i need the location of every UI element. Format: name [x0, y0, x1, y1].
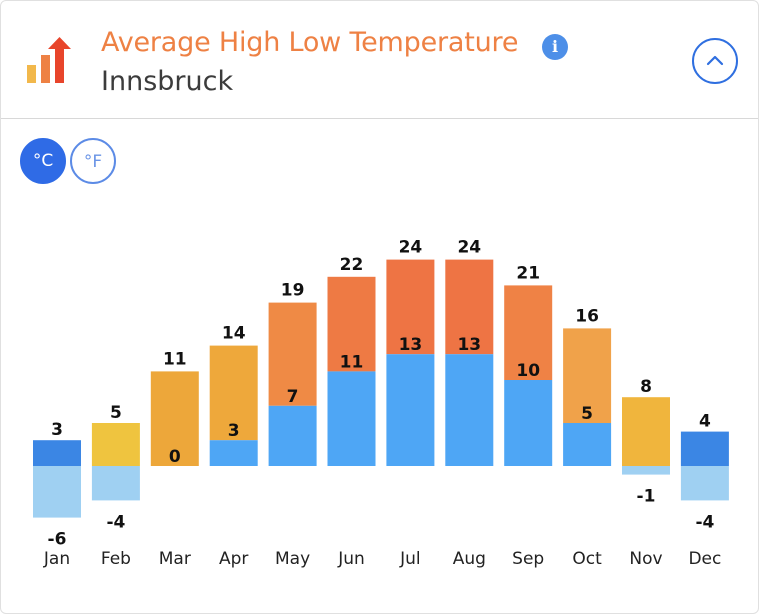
low-temp-label: 10 [516, 361, 540, 381]
month-label: Oct [572, 549, 602, 569]
high-temp-label: 24 [399, 238, 423, 258]
low-temp-bar [680, 466, 729, 501]
high-temp-label: 19 [281, 281, 305, 301]
high-temp-bar [150, 371, 199, 466]
bar-chart-arrow-icon [27, 37, 71, 83]
month-label: Jun [337, 549, 365, 569]
low-temp-label: 3 [228, 421, 240, 441]
low-temp-label: 5 [581, 404, 593, 424]
month-label: Jan [43, 549, 70, 569]
low-temp-label: -4 [106, 512, 125, 532]
low-temp-label: -1 [637, 487, 656, 507]
low-temp-bar [386, 354, 435, 466]
high-temp-bar [504, 285, 553, 380]
low-temp-bar [33, 466, 81, 518]
low-temp-label: -6 [48, 530, 67, 550]
low-temp-label: -4 [695, 512, 714, 532]
high-temp-bar [445, 259, 494, 355]
high-temp-label: 22 [340, 255, 364, 275]
city-name: Innsbruck [101, 66, 234, 97]
month-label: Aug [453, 549, 486, 569]
month-label: Apr [219, 549, 248, 569]
high-temp-bar [680, 431, 729, 466]
month-label: Jul [399, 549, 421, 569]
month-label: Nov [629, 549, 662, 569]
celsius-toggle[interactable]: °C [20, 138, 66, 184]
low-temp-bar [268, 405, 317, 466]
high-temp-label: 16 [575, 306, 599, 326]
high-temp-bar [91, 423, 140, 466]
high-temp-label: 24 [457, 238, 481, 258]
high-temp-label: 4 [699, 412, 711, 432]
high-temp-bar [386, 259, 435, 355]
low-temp-bar [563, 423, 612, 466]
high-temp-bar [268, 302, 317, 406]
page-title: Average High Low Temperature [101, 27, 519, 58]
month-label: May [275, 549, 310, 569]
high-temp-bar [563, 328, 612, 423]
high-temp-label: 8 [640, 377, 652, 397]
high-temp-bar [327, 276, 376, 372]
low-temp-label: 13 [457, 335, 481, 355]
collapse-button[interactable] [692, 38, 738, 84]
low-temp-bar [504, 380, 553, 466]
low-temp-bar [327, 371, 376, 466]
low-temp-label: 13 [399, 335, 423, 355]
month-label: Dec [688, 549, 721, 569]
high-temp-bar [622, 397, 670, 466]
low-temp-label: 0 [169, 447, 181, 467]
high-temp-label: 5 [110, 403, 122, 423]
high-temp-label: 11 [163, 349, 187, 369]
high-temp-bar [33, 440, 81, 466]
low-temp-label: 11 [340, 352, 364, 372]
low-temp-bar [209, 440, 258, 466]
month-label: Sep [512, 549, 544, 569]
fahrenheit-toggle[interactable]: °F [70, 138, 116, 184]
low-temp-bar [91, 466, 140, 501]
high-temp-label: 14 [222, 324, 246, 344]
card-header: Average High Low Temperature Innsbruck i [1, 1, 758, 119]
month-label: Mar [159, 549, 191, 569]
high-temp-label: 3 [51, 420, 63, 440]
high-temp-bar [209, 345, 258, 441]
low-temp-bar [622, 466, 670, 475]
info-icon[interactable]: i [542, 34, 568, 60]
high-temp-label: 21 [516, 263, 540, 283]
low-temp-bar [445, 354, 494, 466]
low-temp-label: 7 [287, 387, 299, 407]
chevron-up-icon [706, 55, 724, 66]
month-label: Feb [101, 549, 131, 569]
